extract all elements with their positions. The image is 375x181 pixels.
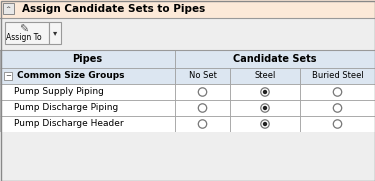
Circle shape xyxy=(263,90,267,94)
Text: Pump Supply Piping: Pump Supply Piping xyxy=(14,87,104,96)
Circle shape xyxy=(263,106,267,110)
Text: No Set: No Set xyxy=(189,71,216,81)
Circle shape xyxy=(333,88,342,96)
Bar xyxy=(175,100,230,116)
Text: Pipes: Pipes xyxy=(72,54,102,64)
Text: Buried Steel: Buried Steel xyxy=(312,71,363,81)
Bar xyxy=(0,132,375,181)
FancyBboxPatch shape xyxy=(49,22,61,44)
FancyBboxPatch shape xyxy=(3,3,14,14)
Bar xyxy=(0,50,175,68)
Text: ^: ^ xyxy=(6,6,11,11)
Bar xyxy=(175,84,230,100)
Circle shape xyxy=(261,88,269,96)
Bar xyxy=(230,116,300,132)
Bar xyxy=(230,68,300,84)
Bar xyxy=(300,116,375,132)
Bar xyxy=(300,100,375,116)
Bar xyxy=(0,100,175,116)
FancyBboxPatch shape xyxy=(5,22,49,44)
Bar xyxy=(0,84,175,100)
Circle shape xyxy=(333,104,342,112)
Bar xyxy=(175,68,230,84)
Circle shape xyxy=(333,120,342,128)
Text: ✎: ✎ xyxy=(20,25,28,35)
Text: −: − xyxy=(5,73,11,79)
Bar xyxy=(175,116,230,132)
Bar xyxy=(175,50,375,68)
FancyBboxPatch shape xyxy=(4,72,12,80)
Bar xyxy=(230,84,300,100)
Text: Pump Discharge Header: Pump Discharge Header xyxy=(14,119,124,129)
Bar xyxy=(0,116,175,132)
Text: Candidate Sets: Candidate Sets xyxy=(233,54,317,64)
Text: ▾: ▾ xyxy=(53,28,57,37)
Text: Assign Candidate Sets to Pipes: Assign Candidate Sets to Pipes xyxy=(22,4,205,14)
Bar xyxy=(0,68,175,84)
Bar xyxy=(300,84,375,100)
Bar xyxy=(0,0,375,18)
Bar xyxy=(230,100,300,116)
Circle shape xyxy=(261,104,269,112)
Circle shape xyxy=(263,122,267,126)
Circle shape xyxy=(261,120,269,128)
Circle shape xyxy=(198,120,207,128)
Text: Common Size Groups: Common Size Groups xyxy=(17,71,125,81)
Circle shape xyxy=(198,104,207,112)
Bar xyxy=(0,18,375,50)
Text: Steel: Steel xyxy=(254,71,276,81)
Circle shape xyxy=(198,88,207,96)
Text: Pump Discharge Piping: Pump Discharge Piping xyxy=(14,104,118,113)
Text: Assign To: Assign To xyxy=(6,33,42,43)
Bar xyxy=(300,68,375,84)
